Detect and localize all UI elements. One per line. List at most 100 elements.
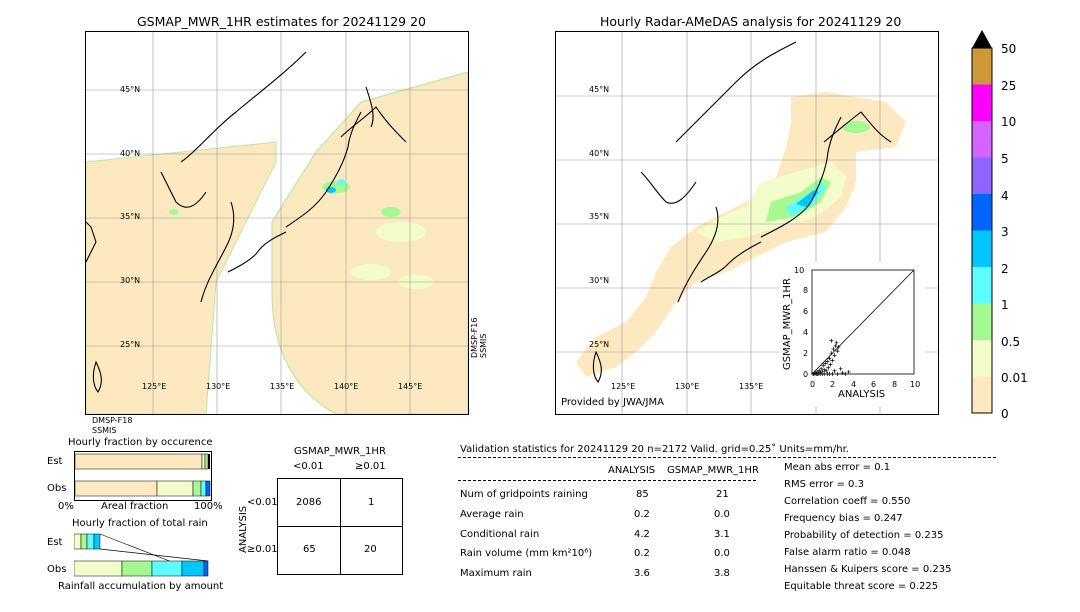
colorbar-canvas (971, 30, 993, 414)
scatter-xtick-6: 6 (871, 380, 877, 389)
scatter-ytick-4: 4 (803, 328, 809, 337)
val-row-1-analysis: 85 (636, 489, 649, 500)
right-lat-40: 40°N (589, 149, 610, 158)
scatter-point (827, 356, 832, 361)
left-sat-bottom-2: SSMIS (92, 426, 117, 435)
tot-obs-label: Obs (47, 564, 67, 575)
occ-est-none (74, 453, 203, 470)
left-lat-40: 40°N (120, 149, 141, 158)
colorbar-segment (972, 267, 992, 304)
scatter-point (829, 351, 834, 356)
left-map[interactable] (85, 31, 469, 415)
left-lat-45: 45°N (120, 85, 141, 94)
scatter-point (831, 347, 836, 352)
tot-est-4 (93, 533, 101, 550)
tot-obs-2 (121, 560, 153, 577)
cb-label-2: 2 (1001, 262, 1009, 276)
colorbar-segment (972, 303, 992, 340)
colorbar (970, 30, 994, 415)
cont-grid: 2086 1 65 20 (277, 478, 403, 575)
cb-label-5: 5 (1001, 152, 1009, 166)
tot-est-2 (80, 533, 88, 550)
cb-label-0: 0 (1001, 407, 1009, 421)
right-lon-130: 130°E (675, 382, 700, 391)
scatter-inset[interactable] (779, 262, 925, 406)
colorbar-segment (972, 84, 992, 121)
colorbar-extend-arrow (972, 30, 992, 48)
scatter-point (819, 366, 824, 371)
scatter-point (821, 363, 826, 368)
val-row-5-analysis: 3.6 (634, 568, 650, 579)
cont-cell-22: 20 (364, 544, 377, 555)
cb-label-4: 4 (1001, 189, 1009, 203)
cont-cell-12: 1 (368, 497, 375, 508)
tot-axis-mid: Rainfall accumulation by amount (58, 581, 224, 592)
left-map-title: GSMAP_MWR_1HR estimates for 20241129 20 (137, 14, 426, 29)
left-coastlines (86, 51, 407, 393)
cb-label-10: 10 (1001, 115, 1017, 129)
scatter-point (836, 344, 841, 349)
left-sat-bottom-1: DMSP-F18 (92, 416, 133, 425)
val-row-3-gsmap: 3.1 (714, 529, 730, 540)
left-lat-25: 25°N (120, 340, 141, 349)
val-dash-mid (458, 480, 756, 481)
scatter-point (824, 368, 829, 373)
right-coastlines (592, 41, 892, 383)
left-lon-135: 135°E (270, 382, 295, 391)
cb-label-25: 25 (1001, 79, 1017, 93)
occ-axis-mid: Areal fraction (101, 501, 169, 512)
cb-label-001: 0.01 (1001, 371, 1028, 385)
score-7: Hanssen & Kuipers score = 0.235 (784, 564, 952, 575)
left-lon-130: 130°E (206, 382, 231, 391)
val-row-1-label: Num of gridpoints raining (460, 489, 588, 500)
cont-col1: <0.01 (293, 461, 324, 472)
tot-obs-1 (73, 560, 123, 577)
val-row-4-analysis: 0.2 (634, 548, 650, 559)
right-map-title: Hourly Radar-AMeDAS analysis for 2024112… (600, 14, 902, 29)
occ-obs-label: Obs (47, 483, 67, 494)
occ-est-light (201, 453, 206, 470)
occ-est-high (208, 454, 210, 469)
scatter-ytick-0: 0 (803, 370, 809, 379)
scatter-point (818, 372, 823, 376)
right-lat-35: 35°N (589, 212, 610, 221)
left-swath-east (271, 71, 468, 414)
occ-canvas (74, 453, 211, 497)
val-row-4-label: Rain volume (mm km²10⁶) (460, 548, 593, 559)
colorbar-segment (972, 48, 992, 85)
val-row-3-label: Conditional rain (460, 529, 540, 540)
occ-obs-heavy (200, 480, 207, 497)
occ-est-label: Est (47, 456, 63, 467)
val-row-2-analysis: 0.2 (634, 509, 650, 520)
right-lat-25: 25°N (589, 340, 610, 349)
val-row-2-gsmap: 0.0 (714, 509, 730, 520)
occ-est-mod (204, 453, 209, 470)
scatter-xlabel: ANALYSIS (838, 389, 886, 400)
occ-axis-right: 100% (194, 501, 223, 512)
right-lat-45: 45°N (589, 85, 610, 94)
right-lat-30: 30°N (589, 276, 610, 285)
left-swath-west (86, 141, 277, 414)
cont-col2: ≥0.01 (355, 461, 386, 472)
scatter-point (828, 362, 833, 367)
tot-est-label: Est (47, 537, 63, 548)
score-4: Frequency bias = 0.247 (784, 513, 903, 524)
occ-obs-light (156, 480, 194, 497)
scatter-xtick-0: 0 (810, 380, 816, 389)
scatter-point (835, 349, 840, 354)
scatter-point (822, 367, 827, 372)
colorbar-segment (972, 230, 992, 267)
val-dash-top (458, 457, 996, 458)
left-sat-right-1: DMSP-F16 (470, 317, 479, 358)
left-lon-145: 145°E (398, 382, 423, 391)
scatter-ytick-6: 6 (803, 307, 809, 316)
left-lon-125: 125°E (142, 382, 167, 391)
score-2: RMS error = 0.3 (784, 479, 864, 490)
scatter-point (834, 340, 839, 345)
occ-obs-mod (192, 480, 202, 497)
scatter-point (832, 368, 837, 373)
colorbar-segment (972, 340, 992, 377)
scatter-canvas (811, 269, 915, 376)
left-sat-right-2: SSMIS (479, 333, 488, 359)
left-map-canvas (86, 32, 468, 414)
